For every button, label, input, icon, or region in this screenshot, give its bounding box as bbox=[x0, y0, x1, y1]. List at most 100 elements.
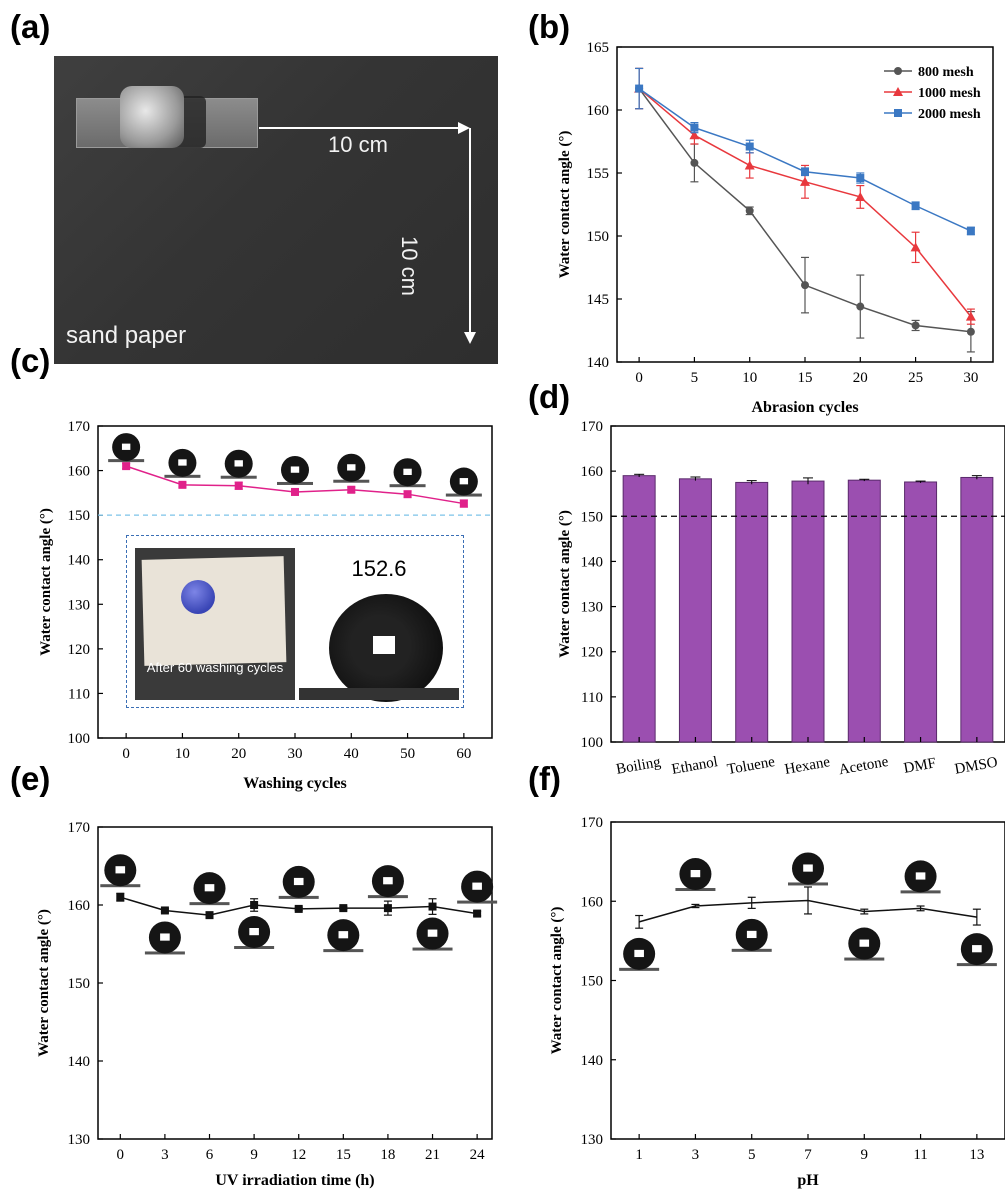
abrasion-setup-photo: 10 cm 10 cm sand paper bbox=[54, 56, 498, 364]
x-tick-label-e: 18 bbox=[380, 1147, 395, 1163]
x-tick-label-d: Ethanol bbox=[670, 754, 719, 778]
data-point-c bbox=[122, 462, 131, 471]
panel-letter-d: (d) bbox=[528, 378, 571, 415]
y-tick-label-f: 140 bbox=[581, 1053, 604, 1069]
x-tick-label-e: 12 bbox=[291, 1147, 306, 1163]
x-tick-label-d: Hexane bbox=[783, 754, 831, 778]
x-tick-label-e: 0 bbox=[117, 1147, 125, 1163]
droplet-icon-c-highlight bbox=[178, 459, 187, 466]
droplet-icon-f-highlight bbox=[746, 930, 757, 939]
x-tick-label-d: Toluene bbox=[726, 754, 776, 778]
y-tick-label-d: 170 bbox=[581, 419, 604, 435]
data-point-b bbox=[965, 311, 976, 321]
scale-arrows bbox=[259, 122, 476, 344]
droplet-silhouette bbox=[329, 594, 443, 702]
data-point-c bbox=[178, 480, 187, 489]
y-tick-label-e: 150 bbox=[68, 976, 91, 992]
x-axis-label-e: UV irradiation time (h) bbox=[215, 1172, 374, 1189]
y-axis-label-d: Water contact angle (°) bbox=[557, 510, 573, 658]
fabric-photo: After 60 washing cycles bbox=[135, 548, 295, 700]
legend-label-1: 1000 mesh bbox=[918, 86, 981, 101]
y-tick-label-e: 170 bbox=[68, 820, 91, 836]
bar-dmf bbox=[904, 481, 938, 743]
x-axis-label-c: Washing cycles bbox=[243, 775, 347, 792]
legend-marker-1 bbox=[893, 87, 903, 96]
data-point-b bbox=[911, 201, 920, 210]
data-point-b bbox=[801, 167, 809, 176]
x-tick-label-b: 25 bbox=[908, 370, 923, 386]
y-tick-label-d: 140 bbox=[581, 554, 604, 570]
droplet-highlight bbox=[373, 636, 395, 654]
legend-marker-2 bbox=[894, 109, 902, 117]
data-point-b bbox=[966, 226, 975, 235]
droplet-icon-e-highlight bbox=[249, 928, 259, 936]
data-point-b bbox=[910, 242, 921, 252]
droplet-icon-c-highlight bbox=[403, 468, 412, 475]
substrate bbox=[299, 688, 459, 700]
x-tick-label-e: 24 bbox=[470, 1147, 486, 1163]
data-point-b bbox=[689, 130, 700, 140]
data-point-b bbox=[690, 123, 699, 132]
x-tick-label-c: 50 bbox=[400, 746, 415, 762]
data-point-b bbox=[745, 142, 754, 151]
y-tick-label-d: 130 bbox=[581, 600, 604, 616]
data-point-b bbox=[745, 206, 754, 215]
x-tick-label-b: 30 bbox=[963, 370, 978, 386]
x-tick-label-d: DMSO bbox=[953, 754, 999, 777]
water-droplet bbox=[181, 580, 215, 614]
data-point-e bbox=[473, 909, 482, 918]
y-tick-label-c: 150 bbox=[68, 508, 91, 524]
y-axis-label-b: Water contact angle (°) bbox=[557, 131, 573, 279]
x-tick-label-f: 7 bbox=[804, 1147, 812, 1163]
droplet-icon-e-highlight bbox=[383, 877, 393, 885]
x-tick-label-b: 5 bbox=[691, 370, 699, 386]
droplet-icon-c-highlight bbox=[347, 464, 356, 471]
y-tick-label-b: 140 bbox=[587, 355, 610, 371]
bar-boiling bbox=[622, 475, 656, 743]
y-axis-label-e: Water contact angle (°) bbox=[36, 909, 52, 1057]
droplet-icon-e-highlight bbox=[160, 933, 170, 941]
droplet-icon-e-highlight bbox=[472, 882, 482, 890]
data-point-e bbox=[383, 904, 392, 913]
bar-hexane bbox=[791, 480, 825, 743]
y-tick-label-b: 150 bbox=[587, 229, 610, 245]
fabric-caption: After 60 washing cycles bbox=[146, 660, 284, 675]
data-point-b bbox=[801, 281, 809, 290]
y-axis-label-c: Water contact angle (°) bbox=[38, 508, 54, 656]
data-point-b bbox=[690, 158, 699, 167]
fabric-swatch bbox=[141, 556, 287, 666]
weight-cylinder bbox=[120, 86, 184, 148]
data-point-c bbox=[291, 487, 299, 496]
y-tick-label-c: 140 bbox=[68, 553, 91, 569]
y-tick-label-c: 160 bbox=[68, 464, 91, 480]
bar-toluene bbox=[735, 481, 769, 743]
x-tick-label-f: 5 bbox=[748, 1147, 756, 1163]
y-tick-label-f: 150 bbox=[581, 974, 604, 990]
x-tick-label-c: 0 bbox=[122, 746, 130, 762]
x-tick-label-f: 11 bbox=[913, 1147, 927, 1163]
droplet-icon-f-highlight bbox=[690, 870, 701, 878]
data-point-b bbox=[855, 191, 866, 201]
y-tick-label-c: 170 bbox=[68, 419, 91, 435]
droplet-icon-e-highlight bbox=[427, 929, 438, 937]
contact-angle-value: 152.6 bbox=[351, 556, 407, 581]
data-point-e bbox=[294, 904, 303, 913]
bar-ethanol bbox=[678, 478, 712, 743]
x-tick-label-c: 10 bbox=[175, 746, 190, 762]
data-point-e bbox=[428, 902, 437, 911]
y-tick-label-c: 100 bbox=[68, 731, 91, 747]
bar-dmso bbox=[960, 476, 994, 743]
data-point-b bbox=[856, 174, 865, 183]
legend-label-0: 800 mesh bbox=[918, 65, 974, 80]
x-tick-label-e: 6 bbox=[206, 1147, 214, 1163]
x-axis-label-f: pH bbox=[797, 1172, 819, 1189]
legend-label-2: 2000 mesh bbox=[918, 107, 981, 122]
x-tick-label-b: 15 bbox=[798, 370, 813, 386]
droplet-icon-c-highlight bbox=[121, 443, 131, 450]
y-tick-label-c: 120 bbox=[68, 642, 91, 658]
y-tick-label-d: 100 bbox=[581, 735, 604, 751]
legend-marker-0 bbox=[894, 67, 902, 75]
data-point-b bbox=[744, 160, 755, 170]
droplet-icon-e-highlight bbox=[115, 866, 126, 874]
y-tick-label-f: 130 bbox=[581, 1132, 604, 1148]
